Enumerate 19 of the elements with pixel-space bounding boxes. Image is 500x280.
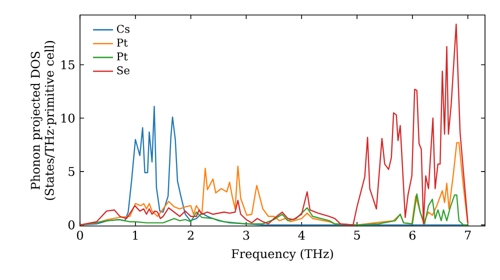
legend-label: Se: [117, 66, 130, 74]
legend-label: Pt: [116, 52, 128, 60]
legend-label: Cs: [116, 24, 130, 33]
x-tick-label: 4: [298, 230, 305, 240]
y-tick-label: 10: [61, 114, 74, 123]
x-tick-label: 0: [76, 230, 84, 240]
y-tick-label: 0: [68, 220, 74, 230]
y-axis-title: Phonon projected DOS (States/THz·primitive cell): [30, 41, 56, 200]
x-tick-label: 7: [465, 230, 471, 240]
x-tick-label: 3: [243, 230, 250, 240]
x-tick-label: 5: [354, 230, 360, 240]
line-series: [80, 193, 468, 226]
y-tick-label: 5: [68, 167, 74, 176]
x-tick-label: 6: [409, 230, 416, 240]
x-tick-label: 1: [133, 230, 138, 240]
x-axis-title: Frequency (THz): [232, 248, 333, 261]
legend-label: Pt: [116, 38, 128, 47]
x-tick-label: 2: [188, 230, 194, 240]
y-tick-label: 15: [61, 60, 74, 70]
